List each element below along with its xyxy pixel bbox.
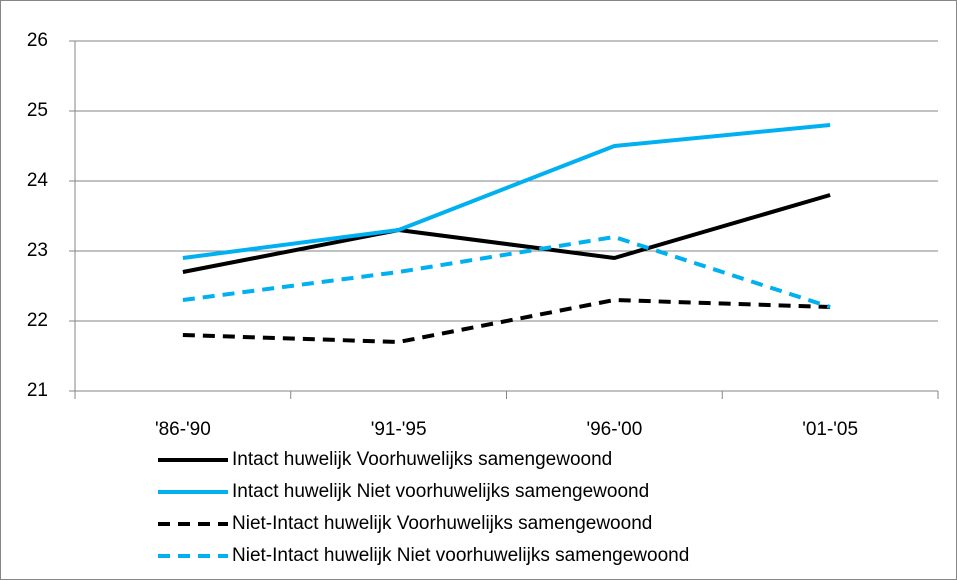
series-line — [182, 193, 831, 274]
y-tick-label: 22 — [27, 310, 48, 331]
x-tick-label: '86-'90 — [155, 419, 211, 440]
y-tick-label: 23 — [27, 240, 48, 261]
y-tick-label: 26 — [27, 30, 48, 51]
x-tick-label: '01-'05 — [802, 419, 858, 440]
legend-label: Intact huwelijk Voorhuwelijks samengewoo… — [232, 449, 612, 470]
y-tick-label: 24 — [27, 170, 49, 191]
legend-label: Niet-Intact huwelijk Niet voorhuwelijks … — [232, 545, 689, 566]
x-tick-label: '91-'95 — [371, 419, 427, 440]
legend-label: Niet-Intact huwelijk Voorhuwelijks samen… — [232, 513, 652, 534]
series-line — [182, 235, 831, 309]
y-tick-label: 21 — [27, 380, 48, 401]
y-tick-label: 25 — [27, 100, 48, 121]
legend-label: Intact huwelijk Niet voorhuwelijks samen… — [232, 481, 649, 502]
series-line — [182, 298, 831, 344]
x-tick-label: '96-'00 — [586, 419, 642, 440]
series-line — [182, 123, 831, 260]
